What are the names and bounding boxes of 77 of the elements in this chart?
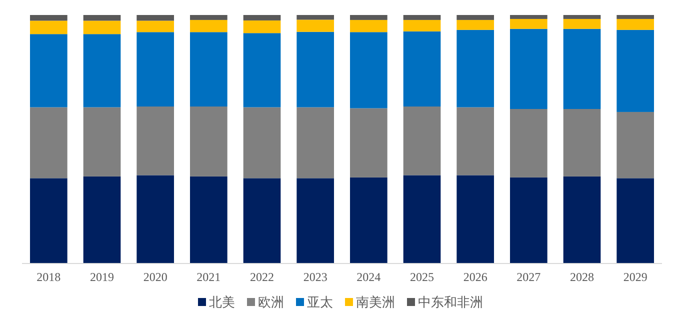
bar (136, 175, 174, 263)
bar (30, 107, 68, 178)
bar (296, 15, 334, 20)
bar (30, 15, 68, 21)
bar (136, 32, 174, 107)
bar (510, 15, 548, 19)
bar (136, 15, 174, 21)
bar (83, 20, 121, 34)
bar (350, 32, 388, 108)
bar (190, 20, 228, 32)
bar (83, 107, 121, 176)
bar (296, 32, 334, 108)
bar (350, 20, 388, 32)
bar (616, 18, 654, 30)
x-tick-label: 2022 (250, 270, 274, 284)
bar (563, 28, 601, 109)
bar (83, 34, 121, 108)
bar (403, 106, 441, 176)
bar (30, 34, 68, 108)
bar (456, 15, 494, 20)
bar (30, 20, 68, 34)
bar (296, 107, 334, 178)
x-tick-label: 2028 (570, 270, 594, 284)
bar (616, 15, 654, 19)
x-tick-label: 2019 (90, 270, 114, 284)
legend-label: 欧洲 (258, 296, 284, 311)
bar (83, 176, 121, 263)
bar (243, 33, 281, 108)
bar (510, 18, 548, 29)
bar (136, 106, 174, 176)
bar (83, 15, 121, 21)
bar (510, 108, 548, 178)
bar (243, 20, 281, 34)
bar (616, 30, 654, 112)
bar (510, 28, 548, 109)
bar (456, 20, 494, 30)
bar (403, 20, 441, 32)
bar (616, 112, 654, 178)
bar (563, 15, 601, 19)
bar (190, 106, 228, 176)
legend-label: 中东和非洲 (418, 296, 483, 311)
bar (30, 178, 68, 263)
bar (563, 18, 601, 29)
bar (243, 107, 281, 178)
bar (190, 176, 228, 263)
x-tick-label: 2025 (410, 270, 434, 284)
x-tick-label: 2024 (356, 270, 381, 284)
x-tick-label: 2026 (463, 270, 488, 284)
bar (243, 15, 281, 20)
x-tick-label: 2029 (623, 270, 648, 284)
bar (563, 176, 601, 263)
bar (456, 107, 494, 176)
bar (616, 178, 654, 263)
bar (243, 178, 281, 263)
bar (510, 177, 548, 263)
bar (563, 108, 601, 176)
x-tick-label: 2023 (303, 270, 328, 284)
bar (350, 108, 388, 178)
legend-label: 南美洲 (356, 294, 395, 311)
bar (296, 178, 334, 263)
bar (350, 15, 388, 20)
bar (190, 32, 228, 107)
bar (456, 30, 494, 108)
legend-label: 亚太 (307, 296, 333, 311)
bar (296, 20, 334, 32)
bar (456, 175, 494, 263)
x-tick-label: 2018 (36, 270, 61, 284)
x-tick-label: 2020 (143, 270, 168, 284)
bar (403, 31, 441, 107)
bar (403, 15, 441, 20)
x-tick-label: 2021 (196, 270, 221, 284)
bar (190, 15, 228, 20)
legend-label: 北美 (209, 294, 235, 311)
x-tick-label: 2027 (516, 270, 541, 284)
bar (403, 175, 441, 263)
bar (136, 20, 174, 32)
bar (350, 177, 388, 263)
